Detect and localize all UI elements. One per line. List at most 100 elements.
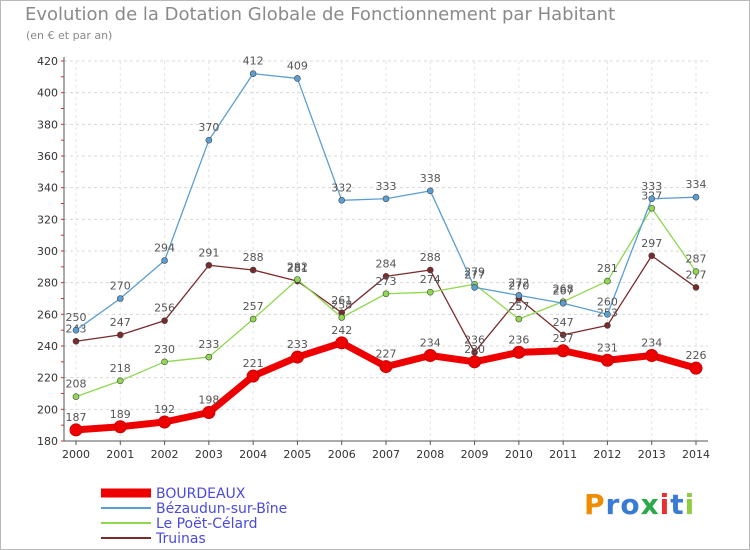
data-point bbox=[559, 331, 567, 339]
data-point bbox=[72, 326, 80, 334]
x-tick-label: 2006 bbox=[328, 448, 356, 461]
x-tick-label: 2011 bbox=[549, 448, 577, 461]
data-point bbox=[604, 311, 611, 318]
data-point bbox=[515, 315, 523, 323]
data-label: 412 bbox=[243, 55, 264, 68]
data-point bbox=[604, 322, 611, 329]
data-label: 226 bbox=[686, 349, 707, 362]
data-label: 234 bbox=[420, 337, 441, 350]
data-point bbox=[116, 377, 124, 385]
data-label: 233 bbox=[287, 338, 308, 351]
data-point bbox=[335, 336, 349, 350]
data-point bbox=[648, 252, 656, 260]
data-label: 231 bbox=[597, 341, 618, 354]
data-point bbox=[604, 277, 611, 285]
data-point bbox=[249, 315, 257, 323]
logo-letter: x bbox=[640, 488, 660, 521]
data-point bbox=[648, 195, 656, 203]
data-label: 247 bbox=[110, 316, 131, 329]
logo-letter: i bbox=[659, 488, 671, 521]
data-label: 281 bbox=[597, 262, 618, 275]
y-tick-label: 320 bbox=[37, 213, 58, 226]
x-tick-label: 2003 bbox=[195, 448, 223, 461]
data-label: 294 bbox=[154, 242, 175, 255]
x-tick-label: 2012 bbox=[593, 448, 621, 461]
x-tick-label: 2002 bbox=[151, 448, 179, 461]
data-point bbox=[113, 420, 127, 434]
data-label: 247 bbox=[553, 316, 574, 329]
data-label: 268 bbox=[553, 283, 574, 296]
data-point bbox=[116, 295, 124, 302]
data-point bbox=[600, 353, 614, 367]
data-point bbox=[689, 361, 703, 375]
data-point bbox=[382, 195, 390, 203]
data-label: 370 bbox=[198, 121, 219, 134]
logo-letter: t bbox=[670, 488, 685, 521]
data-point bbox=[515, 292, 523, 299]
data-point bbox=[205, 261, 213, 269]
data-label: 288 bbox=[243, 251, 264, 264]
data-point bbox=[72, 337, 80, 345]
data-label: 256 bbox=[154, 302, 175, 315]
y-tick-label: 340 bbox=[37, 182, 58, 195]
data-label: 218 bbox=[110, 362, 131, 375]
data-point bbox=[426, 187, 434, 195]
data-point bbox=[294, 75, 301, 82]
y-tick-label: 180 bbox=[37, 435, 58, 448]
x-tick-label: 2009 bbox=[461, 448, 489, 461]
data-label: 221 bbox=[243, 357, 264, 370]
data-label: 409 bbox=[287, 59, 308, 72]
x-tick-label: 2000 bbox=[62, 448, 90, 461]
data-label: 233 bbox=[198, 338, 219, 351]
data-point bbox=[382, 290, 390, 298]
data-point bbox=[692, 193, 700, 201]
data-point bbox=[426, 266, 434, 274]
data-label: 250 bbox=[66, 311, 87, 324]
y-tick-label: 240 bbox=[37, 340, 58, 353]
data-label: 261 bbox=[331, 294, 352, 307]
data-label: 287 bbox=[686, 253, 707, 266]
logo-letter: i bbox=[684, 488, 696, 521]
data-point bbox=[161, 317, 168, 324]
x-tick-label: 2008 bbox=[416, 448, 444, 461]
data-point bbox=[423, 349, 437, 362]
y-tick-label: 400 bbox=[37, 87, 58, 100]
data-label: 192 bbox=[154, 403, 175, 416]
data-label: 334 bbox=[686, 178, 707, 191]
data-point bbox=[379, 360, 393, 374]
data-point bbox=[161, 358, 168, 366]
data-point bbox=[556, 344, 570, 358]
data-point bbox=[471, 284, 478, 291]
y-tick-label: 360 bbox=[37, 150, 58, 163]
data-label: 270 bbox=[508, 280, 529, 293]
data-label: 281 bbox=[287, 262, 308, 275]
data-label: 234 bbox=[641, 337, 662, 350]
data-point bbox=[294, 276, 301, 283]
data-label: 282 bbox=[287, 261, 308, 274]
data-point bbox=[116, 331, 124, 339]
legend-label: Truinas bbox=[155, 531, 206, 547]
chart-subtitle: (en € et par an) bbox=[26, 29, 113, 42]
data-point bbox=[249, 70, 257, 77]
data-label: 237 bbox=[553, 332, 574, 345]
data-point bbox=[512, 345, 526, 359]
data-label: 187 bbox=[66, 411, 87, 424]
data-point bbox=[158, 415, 172, 429]
y-tick-label: 260 bbox=[37, 308, 58, 321]
data-label: 277 bbox=[464, 268, 485, 281]
x-tick-label: 2005 bbox=[283, 448, 311, 461]
data-label: 198 bbox=[198, 394, 219, 407]
data-point bbox=[645, 349, 659, 362]
data-point bbox=[559, 299, 567, 307]
y-tick-label: 300 bbox=[37, 245, 58, 258]
data-point bbox=[202, 406, 216, 419]
data-label: 189 bbox=[110, 408, 131, 421]
data-label: 230 bbox=[154, 343, 175, 356]
data-label: 236 bbox=[464, 333, 485, 346]
data-label: 257 bbox=[508, 300, 529, 313]
data-label: 338 bbox=[420, 172, 441, 185]
data-label: 273 bbox=[376, 275, 397, 288]
y-tick-label: 380 bbox=[37, 118, 58, 131]
